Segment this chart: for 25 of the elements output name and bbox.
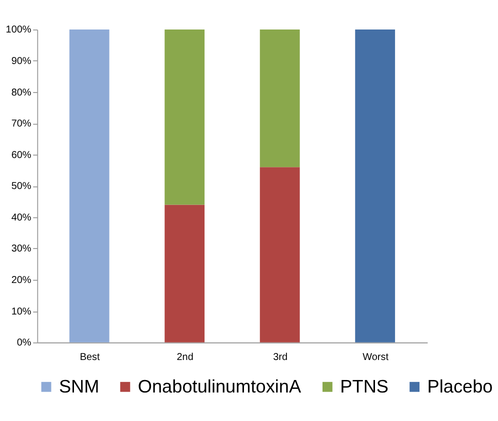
bar (69, 29, 110, 342)
y-tick-label: 20% (11, 275, 32, 286)
legend-label: SNM (58, 376, 100, 396)
legend-label: Placebo (427, 376, 493, 396)
y-tick-label: 40% (11, 212, 32, 224)
x-tick-label: Worst (362, 352, 389, 364)
x-tick-label: Best (80, 352, 100, 364)
y-tick-label: 80% (11, 87, 32, 98)
bar (260, 29, 300, 168)
bar (164, 204, 205, 342)
x-tick-label: 2nd (176, 352, 194, 364)
legend-label: OnabotulinumtoxinA (138, 376, 302, 396)
y-tick-label: 0% (16, 338, 32, 349)
y-tick-label: 30% (11, 244, 32, 255)
x-tick-label: 3rd (273, 352, 288, 364)
legend-label: PTNS (340, 376, 389, 396)
y-tick-label: 60% (11, 150, 32, 161)
bar (164, 29, 205, 205)
y-tick-label: 90% (11, 56, 32, 67)
y-tick-label: 10% (11, 306, 32, 318)
y-tick-label: 50% (11, 181, 32, 192)
bar (355, 29, 396, 342)
bar (260, 167, 300, 342)
y-tick-label: 100% (6, 24, 32, 36)
y-tick-label: 70% (11, 118, 32, 130)
